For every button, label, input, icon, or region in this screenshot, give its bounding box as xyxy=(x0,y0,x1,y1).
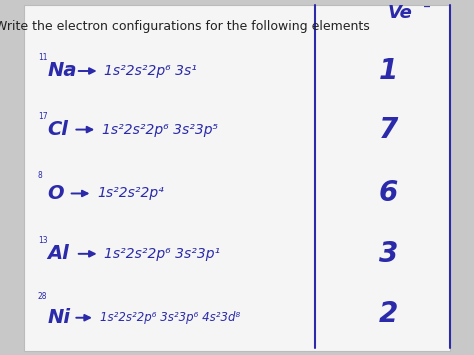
Text: Ni: Ni xyxy=(47,308,71,327)
Text: 6: 6 xyxy=(379,180,398,207)
Text: 1s²2s²2p⁴: 1s²2s²2p⁴ xyxy=(97,186,164,201)
Text: Na: Na xyxy=(47,61,77,81)
Text: 28: 28 xyxy=(38,292,47,301)
Text: Cl: Cl xyxy=(47,120,68,139)
Text: 7: 7 xyxy=(379,116,398,143)
Text: O: O xyxy=(47,184,64,203)
Text: 1: 1 xyxy=(379,57,398,85)
Text: 8: 8 xyxy=(38,170,43,180)
Text: 17: 17 xyxy=(38,111,47,121)
Text: 3: 3 xyxy=(379,240,398,268)
Text: 1s²2s²2p⁶ 3s¹: 1s²2s²2p⁶ 3s¹ xyxy=(104,64,197,78)
Text: ⁻: ⁻ xyxy=(423,2,431,17)
Text: 13: 13 xyxy=(38,236,47,245)
Text: 11: 11 xyxy=(38,53,47,62)
Text: 1s²2s²2p⁶ 3s²3p¹: 1s²2s²2p⁶ 3s²3p¹ xyxy=(104,247,220,261)
Text: Ve: Ve xyxy=(387,5,412,22)
Text: Al: Al xyxy=(47,244,69,263)
Text: Write the electron configurations for the following elements: Write the electron configurations for th… xyxy=(0,20,370,33)
FancyBboxPatch shape xyxy=(24,5,450,351)
Text: 1s²2s²2p⁶ 3s²3p⁶ 4s²3d⁸: 1s²2s²2p⁶ 3s²3p⁶ 4s²3d⁸ xyxy=(100,311,240,324)
Text: 1s²2s²2p⁶ 3s²3p⁵: 1s²2s²2p⁶ 3s²3p⁵ xyxy=(102,122,218,137)
Text: 2: 2 xyxy=(379,300,398,328)
